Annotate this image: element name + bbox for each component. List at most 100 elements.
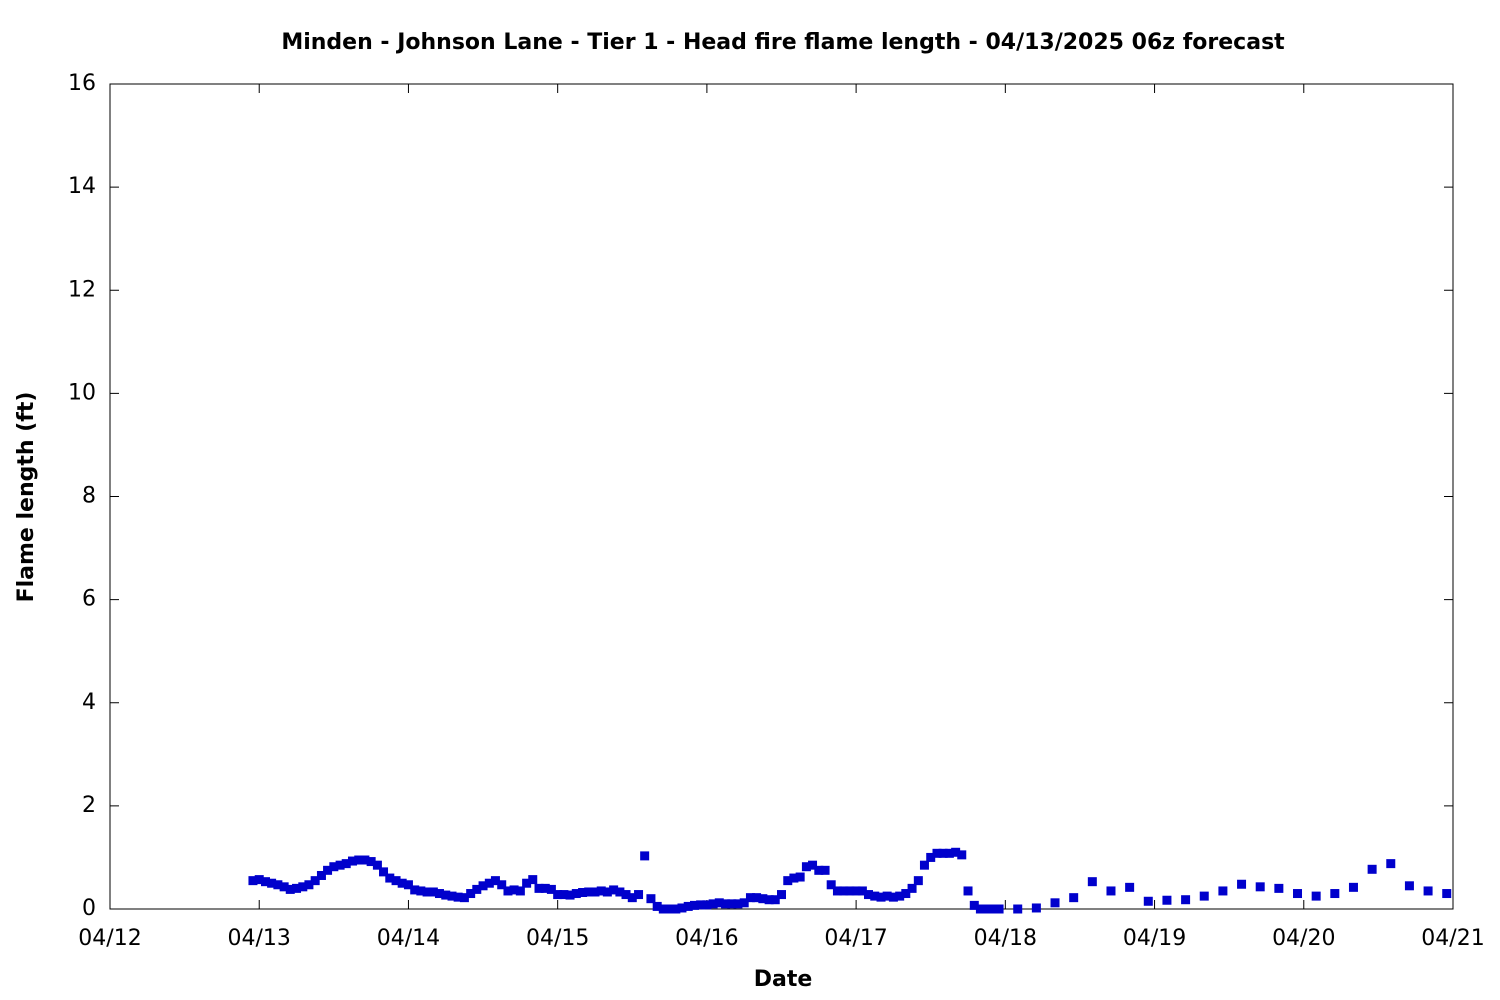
point xyxy=(503,886,513,896)
point xyxy=(627,893,637,903)
point xyxy=(683,901,693,911)
point xyxy=(1199,891,1209,901)
point xyxy=(863,890,873,900)
point xyxy=(820,865,830,875)
point xyxy=(808,860,818,870)
point xyxy=(1404,881,1414,891)
point xyxy=(441,890,451,900)
point xyxy=(391,876,401,886)
y-tick-label: 14 xyxy=(68,174,96,199)
point xyxy=(907,883,917,893)
point xyxy=(366,857,376,867)
point xyxy=(957,850,967,860)
point xyxy=(882,891,892,901)
point xyxy=(640,851,650,861)
point xyxy=(1274,883,1284,893)
point xyxy=(1162,895,1172,905)
point xyxy=(665,904,675,914)
point xyxy=(721,899,731,909)
point xyxy=(273,880,283,890)
point xyxy=(279,882,289,892)
point xyxy=(316,870,326,880)
point xyxy=(453,892,463,902)
point xyxy=(354,855,364,865)
point xyxy=(292,883,302,893)
point xyxy=(1237,879,1247,889)
point xyxy=(254,875,264,885)
point xyxy=(310,876,320,886)
x-tick-label: 04/16 xyxy=(675,926,738,951)
point xyxy=(323,865,333,875)
point xyxy=(1143,896,1153,906)
point xyxy=(870,891,880,901)
point xyxy=(602,887,612,897)
y-tick-label: 16 xyxy=(68,71,96,96)
y-tick-label: 12 xyxy=(68,277,96,302)
point xyxy=(658,904,668,914)
point xyxy=(1442,889,1452,899)
point xyxy=(727,899,737,909)
point xyxy=(1293,889,1303,899)
point xyxy=(360,855,370,865)
point xyxy=(621,890,631,900)
point xyxy=(1106,886,1116,896)
x-tick-label: 04/21 xyxy=(1421,926,1484,951)
point xyxy=(397,878,407,888)
point xyxy=(434,889,444,899)
point xyxy=(515,886,525,896)
point xyxy=(304,880,314,890)
point xyxy=(540,883,550,893)
point xyxy=(416,886,426,896)
point xyxy=(1255,882,1265,892)
x-tick-label: 04/20 xyxy=(1272,926,1335,951)
chart-title: Minden - Johnson Lane - Tier 1 - Head fi… xyxy=(281,30,1285,55)
point xyxy=(708,899,718,909)
point xyxy=(385,873,395,883)
point xyxy=(248,876,258,886)
point xyxy=(994,904,1004,914)
point xyxy=(285,884,295,894)
point xyxy=(745,893,755,903)
point xyxy=(1013,904,1023,914)
point xyxy=(509,885,519,895)
point xyxy=(876,892,886,902)
point xyxy=(857,886,867,896)
point xyxy=(975,904,985,914)
point xyxy=(789,873,799,883)
point xyxy=(895,891,905,901)
point xyxy=(690,900,700,910)
point xyxy=(1125,882,1135,892)
point xyxy=(1050,898,1060,908)
point xyxy=(428,887,438,897)
point xyxy=(615,887,625,897)
point xyxy=(347,856,357,866)
point xyxy=(447,891,457,901)
point xyxy=(944,848,954,858)
point xyxy=(478,881,488,891)
point xyxy=(341,859,351,869)
point xyxy=(1218,886,1228,896)
point xyxy=(1181,895,1191,905)
point xyxy=(963,886,973,896)
point xyxy=(671,904,681,914)
point xyxy=(752,893,762,903)
y-tick-label: 4 xyxy=(82,690,96,715)
point xyxy=(1069,893,1079,903)
point xyxy=(839,886,849,896)
point xyxy=(783,876,793,886)
point xyxy=(801,862,811,872)
y-tick-label: 6 xyxy=(82,587,96,612)
point xyxy=(466,889,476,899)
point xyxy=(739,898,749,908)
point xyxy=(1330,889,1340,899)
point xyxy=(522,878,532,888)
point xyxy=(534,883,544,893)
point xyxy=(851,886,861,896)
point xyxy=(553,890,563,900)
point xyxy=(652,901,662,911)
point xyxy=(714,898,724,908)
point xyxy=(634,890,644,900)
point xyxy=(901,889,911,899)
point xyxy=(702,900,712,910)
point xyxy=(919,860,929,870)
